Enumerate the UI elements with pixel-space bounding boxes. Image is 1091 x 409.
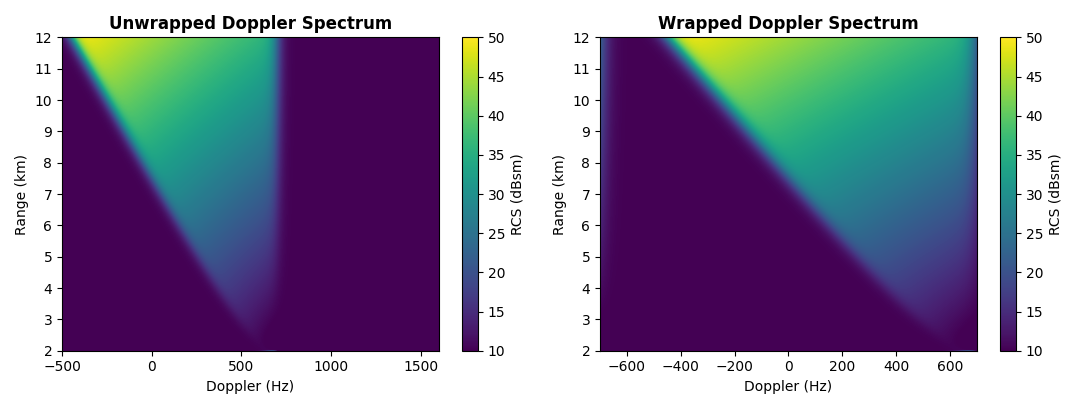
Y-axis label: Range (km): Range (km) <box>15 153 29 234</box>
Y-axis label: Range (km): Range (km) <box>553 153 567 234</box>
Title: Unwrapped Doppler Spectrum: Unwrapped Doppler Spectrum <box>109 15 392 33</box>
X-axis label: Doppler (Hz): Doppler (Hz) <box>206 380 295 394</box>
Y-axis label: RCS (dBsm): RCS (dBsm) <box>1048 153 1063 235</box>
Y-axis label: RCS (dBsm): RCS (dBsm) <box>511 153 525 235</box>
Title: Wrapped Doppler Spectrum: Wrapped Doppler Spectrum <box>658 15 919 33</box>
X-axis label: Doppler (Hz): Doppler (Hz) <box>744 380 832 394</box>
